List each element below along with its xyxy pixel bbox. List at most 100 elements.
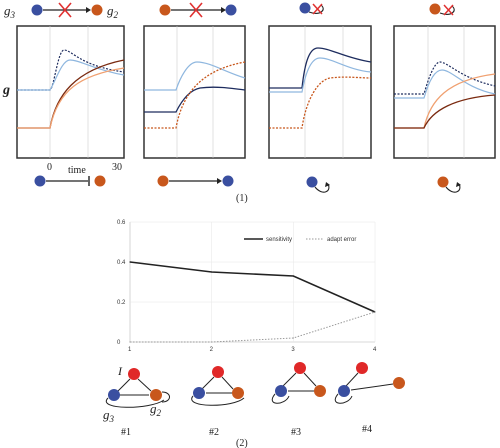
loop-edge xyxy=(191,395,245,406)
self-loop xyxy=(308,4,324,14)
g2-node xyxy=(232,387,244,399)
I-node xyxy=(212,366,224,378)
y-tick-label: 0.2 xyxy=(117,300,126,306)
motif-3-top xyxy=(299,2,324,15)
chart-y-ticks: 0 0.2 0.4 0.6 xyxy=(117,220,126,346)
network-label: #2 xyxy=(209,427,219,438)
cross-icon xyxy=(443,4,454,16)
x-tick-label: 1 xyxy=(128,347,132,353)
data-point-sensitivity xyxy=(129,261,131,263)
series-line-sensitivity xyxy=(129,261,376,313)
x-tick-start: 0 xyxy=(47,162,52,173)
y-tick-label: 0.6 xyxy=(117,220,126,226)
data-point-sensitivity xyxy=(292,275,294,277)
g3-node xyxy=(275,385,287,397)
self-loop xyxy=(334,393,353,404)
cross-icon xyxy=(189,2,203,18)
self-loop xyxy=(445,183,461,193)
arrowhead xyxy=(456,182,461,187)
curve-g3-dotted xyxy=(394,61,496,95)
y-axis-label: g xyxy=(2,83,10,98)
panel-1: 0 time 30 xyxy=(16,25,125,176)
line-chart: 0 0.2 0.4 0.6 1 2 3 4 sensitivity adapt error xyxy=(117,220,377,353)
g3-label: g3 xyxy=(103,407,115,424)
motif-4-top xyxy=(429,3,455,16)
legend-label-adapt-error: adapt error xyxy=(327,237,356,243)
network-2: #2 xyxy=(191,366,245,438)
g2-label: g2 xyxy=(107,3,119,20)
edge xyxy=(303,372,317,387)
network-label: #4 xyxy=(362,424,372,435)
edge xyxy=(282,372,297,387)
chart-series xyxy=(129,261,376,343)
data-point-sensitivity xyxy=(211,271,213,273)
network-row: I g3 g2 #1 #2 xyxy=(103,362,405,438)
curve-g2-dotted xyxy=(144,61,246,129)
curve-g3-light xyxy=(394,69,496,99)
curve-g3-dark xyxy=(269,47,372,89)
g3-node xyxy=(34,175,46,187)
panel-frame xyxy=(143,25,246,159)
x-tick-label: 4 xyxy=(373,347,377,353)
network-label: #1 xyxy=(121,427,131,438)
x-tick-end: 30 xyxy=(112,162,122,173)
data-point-adapt-error xyxy=(292,337,294,339)
loop-edge xyxy=(105,397,165,408)
edge xyxy=(201,376,215,390)
I-node xyxy=(128,368,140,380)
chart-gridlines xyxy=(129,221,376,343)
I-label: I xyxy=(117,364,123,378)
network-3: #3 xyxy=(271,362,326,438)
self-loop xyxy=(439,5,455,15)
g2-node xyxy=(91,4,103,16)
cross-icon xyxy=(312,3,323,15)
edge xyxy=(117,378,131,392)
g2-node xyxy=(314,385,326,397)
I-node xyxy=(356,362,368,374)
curve-g3-light xyxy=(17,59,125,91)
motif-1-bottom xyxy=(34,175,106,187)
arrowhead xyxy=(86,7,91,13)
part-2-label: (2) xyxy=(236,438,248,448)
x-tick-label: 2 xyxy=(210,347,214,353)
g2-node xyxy=(429,3,441,15)
curve-g2-dotted xyxy=(269,76,372,129)
cross-icon xyxy=(58,2,72,18)
curve-g2-dark xyxy=(394,94,496,129)
legend-label-sensitivity: sensitivity xyxy=(266,237,292,243)
g3-node xyxy=(338,385,350,397)
g3-node xyxy=(193,387,205,399)
g3-node xyxy=(31,4,43,16)
g3-node xyxy=(306,176,318,188)
panel-2 xyxy=(143,25,246,159)
edge xyxy=(221,376,234,390)
g3-node xyxy=(222,175,234,187)
x-axis-label: time xyxy=(68,165,86,176)
arrowhead xyxy=(221,7,226,13)
network-4: #4 xyxy=(334,362,405,435)
g2-node xyxy=(159,4,171,16)
panel-3 xyxy=(268,25,372,159)
g3-node xyxy=(225,4,237,16)
panel-frame xyxy=(16,25,125,159)
series-line-adapt-error xyxy=(130,311,376,343)
motif-1-top: g3 g2 xyxy=(4,2,119,20)
edge xyxy=(350,383,394,391)
chart-x-ticks: 1 2 3 4 xyxy=(128,347,377,353)
edge xyxy=(345,372,359,387)
y-tick-label: 0 xyxy=(117,340,121,346)
arrowhead xyxy=(217,178,222,184)
motif-2-bottom xyxy=(157,175,234,187)
motif-3-bottom xyxy=(306,176,330,193)
g2-node xyxy=(157,175,169,187)
curve-g3-dark xyxy=(144,86,246,113)
arrowhead xyxy=(325,182,330,187)
motif-2-top xyxy=(159,2,237,18)
g3-node xyxy=(108,389,120,401)
self-loop xyxy=(314,183,330,193)
bottom-motif-row xyxy=(34,175,461,193)
I-node xyxy=(294,362,306,374)
y-tick-label: 0.4 xyxy=(117,260,126,266)
curve-g3-light xyxy=(144,61,246,91)
x-tick-label: 3 xyxy=(291,347,295,353)
